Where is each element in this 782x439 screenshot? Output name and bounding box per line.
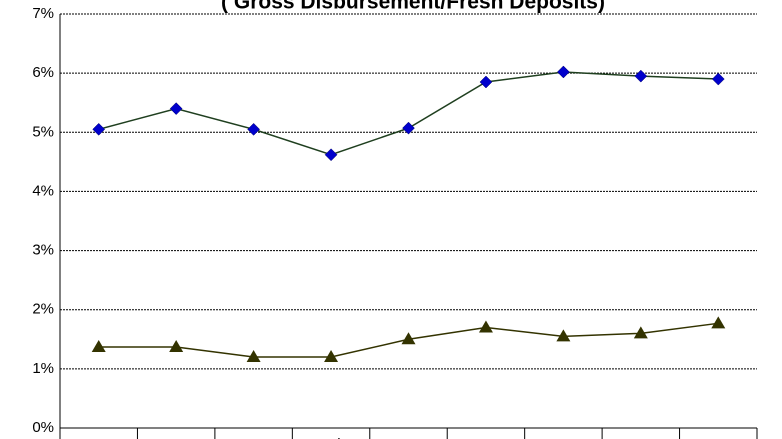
x-tick-label: Nov — [627, 436, 654, 439]
point — [169, 102, 183, 115]
y-tick-label: 5% — [32, 123, 54, 140]
y-tick-label: 6% — [32, 64, 54, 81]
point — [324, 148, 338, 162]
y-tick-label: 4% — [32, 182, 54, 199]
y-tick-label: 1% — [32, 360, 54, 377]
point — [246, 350, 261, 363]
x-tick-label: Apr — [87, 436, 110, 439]
y-tick-label: 0% — [32, 419, 54, 436]
chart-title: ( Gross Disbursement/Fresh Deposits) — [221, 0, 605, 14]
point — [634, 69, 648, 83]
point — [401, 332, 416, 345]
x-tick-label: Oct — [552, 436, 576, 439]
point — [556, 329, 571, 342]
point — [711, 72, 725, 86]
point — [169, 339, 184, 352]
x-tick-label: Aug — [395, 436, 422, 439]
point — [247, 122, 260, 136]
x-tick-label: Jul — [321, 436, 340, 439]
x-tick-label: Sep — [473, 436, 500, 439]
point — [557, 65, 570, 79]
point — [711, 316, 726, 329]
point — [633, 326, 648, 339]
x-tick-label: May — [162, 436, 191, 439]
point — [402, 121, 415, 135]
y-tick-label: 7% — [32, 5, 54, 22]
x-tick-label: Jun — [242, 436, 266, 439]
point — [479, 75, 493, 89]
point — [478, 320, 493, 333]
point — [91, 339, 106, 352]
point — [324, 350, 339, 363]
y-tick-label: 3% — [32, 242, 54, 259]
x-tick-label: Dec — [705, 436, 732, 439]
line — [98, 71, 719, 156]
point — [92, 122, 106, 136]
y-tick-label: 2% — [32, 301, 54, 318]
